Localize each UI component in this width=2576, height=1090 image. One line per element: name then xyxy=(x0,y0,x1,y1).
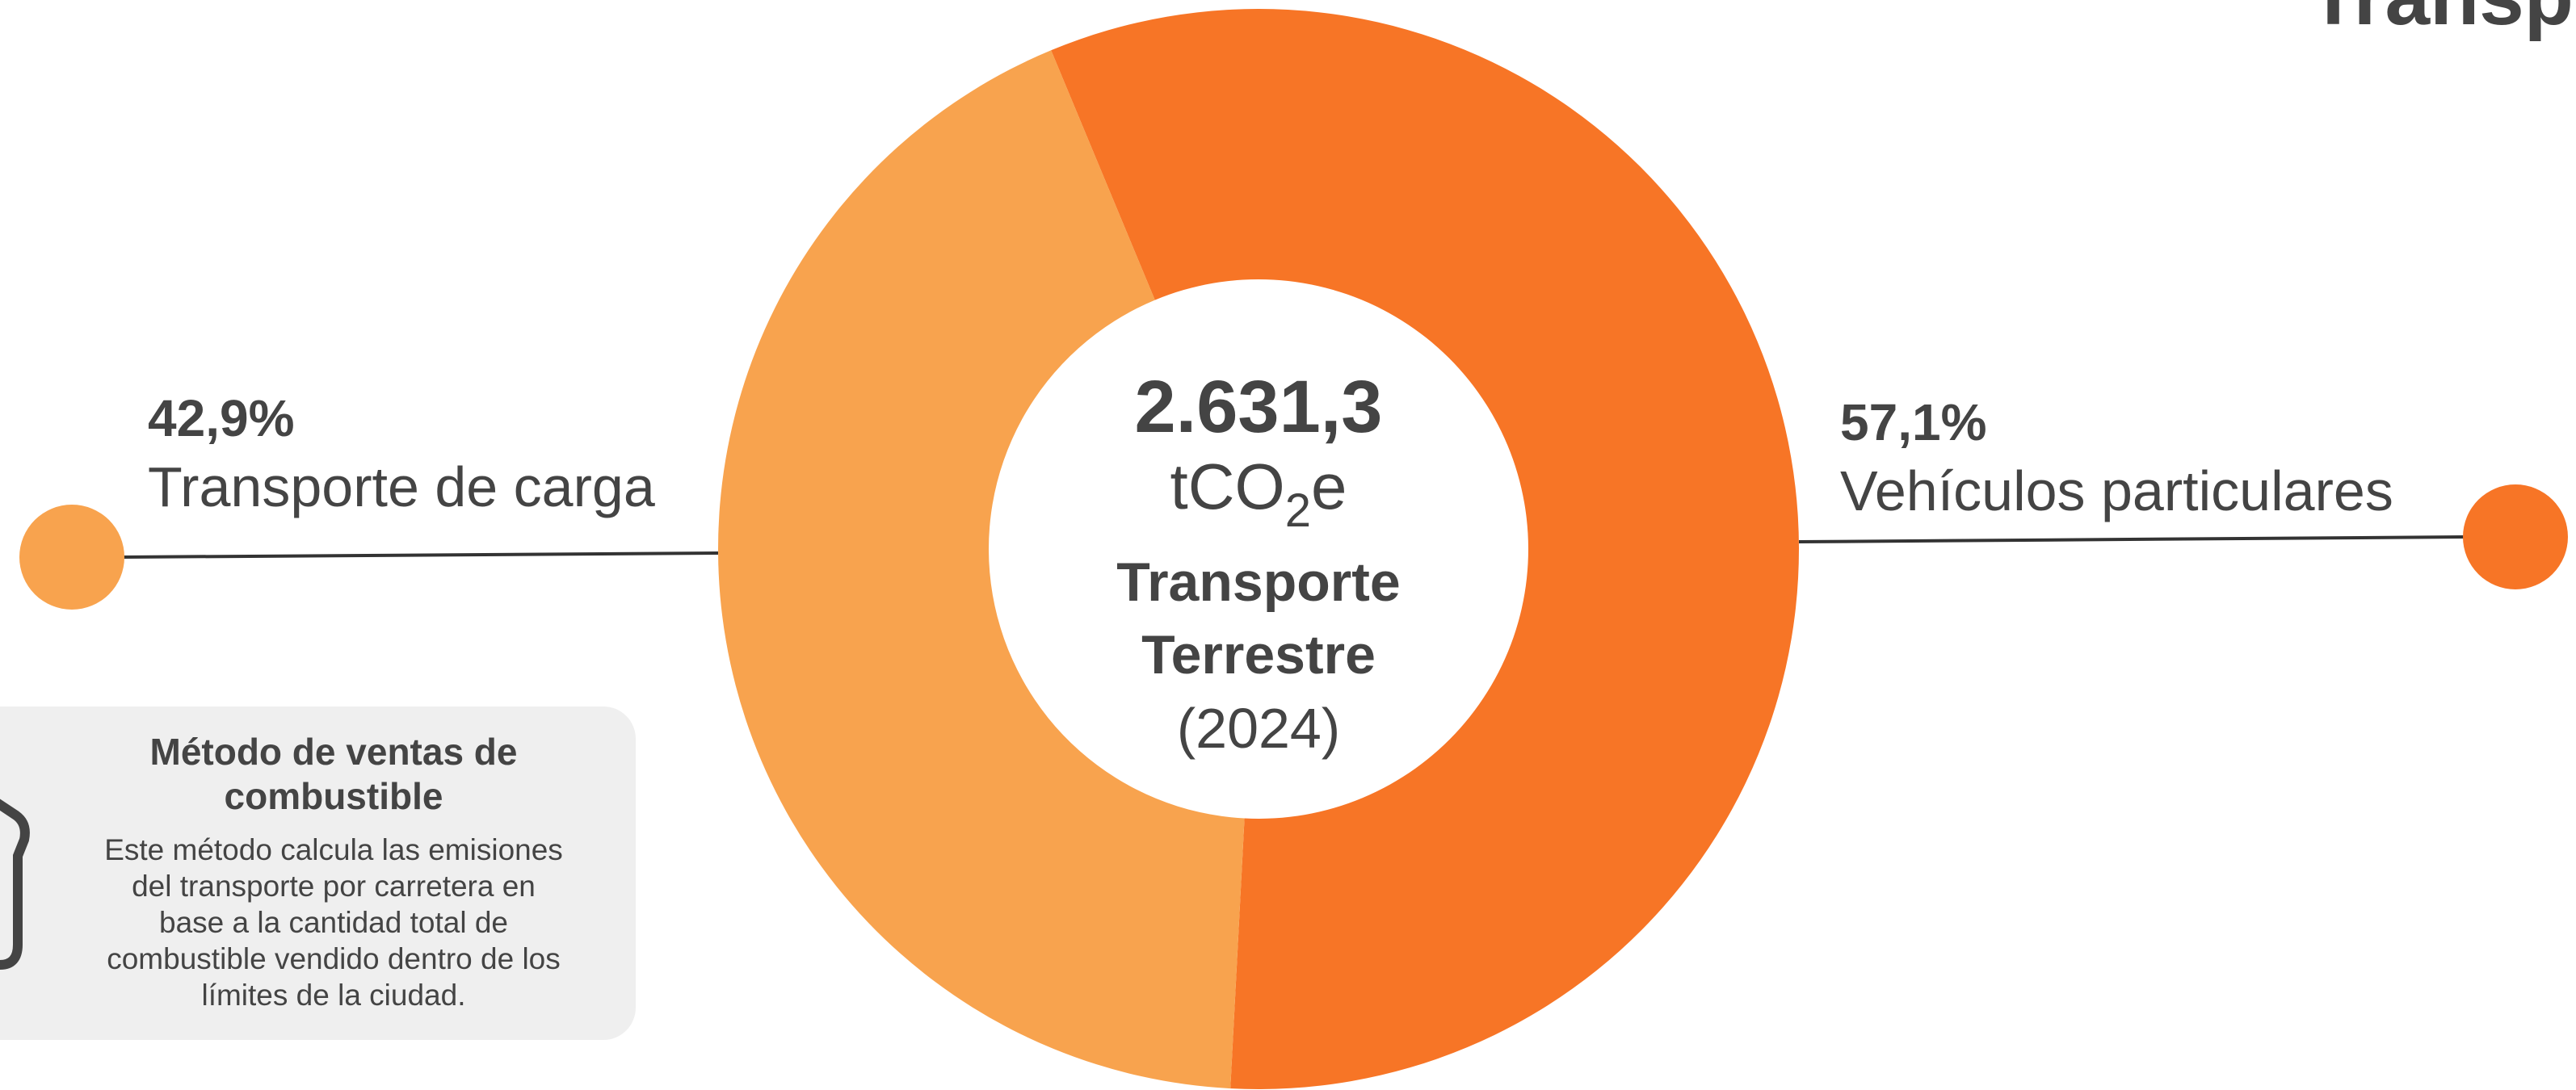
info-title: Método de ventas de xyxy=(150,731,518,773)
info-line: Este método calcula las emisiones xyxy=(104,833,563,866)
legend-dot xyxy=(2463,484,2568,589)
center-label: Transporte xyxy=(1116,551,1400,613)
info-text: Este método calcula las emisiones del tra… xyxy=(104,833,563,1012)
data-label: 57,1% xyxy=(1840,393,1986,451)
unit-end: e xyxy=(1311,451,1347,522)
unit-main: tCO xyxy=(1170,451,1285,522)
category-label: Vehículos particulares xyxy=(1840,459,2393,522)
legend-dot xyxy=(19,505,124,610)
leader-line xyxy=(123,551,719,559)
donut-segment xyxy=(1051,9,1799,1090)
donut-segment xyxy=(717,50,1245,1089)
info-line: combustible vendido dentro de los xyxy=(107,942,561,975)
info-line: base a la cantidad total de xyxy=(159,906,508,939)
center-label: Terrestre xyxy=(1141,624,1376,685)
category-label: Transporte de carga xyxy=(148,455,655,518)
info-line: del transporte por carretera en xyxy=(132,870,536,903)
center-value: 2.631,3 xyxy=(1135,366,1383,448)
page-title: Transporte xyxy=(2309,0,2576,42)
center-year: (2024) xyxy=(1177,697,1340,760)
info-box xyxy=(0,706,636,1040)
info-title: combustible xyxy=(225,775,443,817)
unit-sub: 2 xyxy=(1285,484,1311,537)
info-line: límites de la ciudad. xyxy=(201,979,465,1012)
data-label: 42,9% xyxy=(148,389,294,447)
donut xyxy=(717,9,1799,1090)
leader-line xyxy=(1798,535,2465,543)
fuel-pump-icon xyxy=(0,799,30,970)
center-unit: tCO2e xyxy=(1170,451,1347,537)
